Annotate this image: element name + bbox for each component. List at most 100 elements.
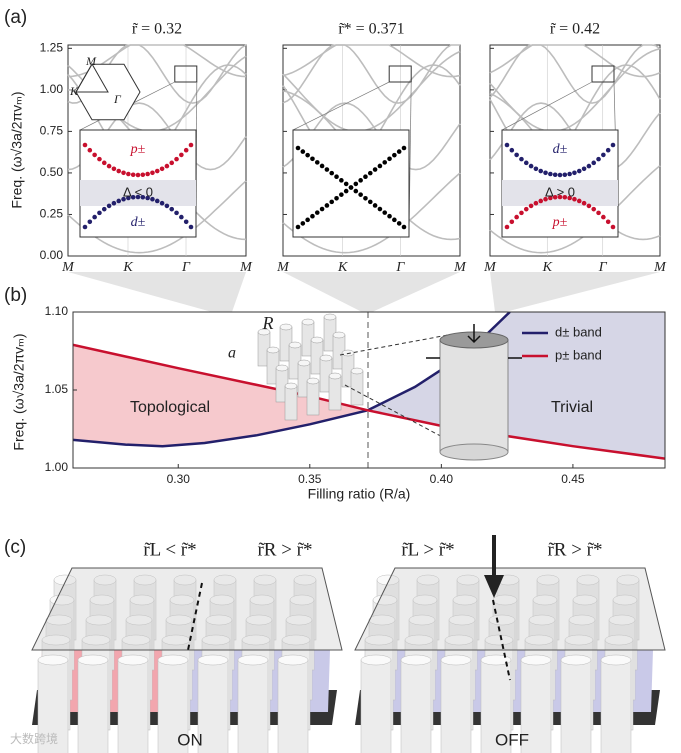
x-tick-label: Γ [598, 260, 608, 275]
inset-dot [126, 171, 131, 177]
pillar-top [306, 377, 320, 385]
bz-path [75, 62, 109, 93]
pillar-top [416, 574, 440, 586]
inset-dot [295, 224, 301, 230]
pillar-top [528, 614, 556, 626]
pillar-top [608, 614, 636, 626]
inset-dot [174, 156, 179, 162]
inset-dot [339, 178, 344, 183]
pillar-top [341, 349, 355, 357]
band-curve [489, 48, 661, 133]
pillar-top [284, 382, 298, 390]
inset-dot [514, 214, 519, 220]
pillar-top [37, 654, 69, 666]
pillar [117, 659, 149, 753]
panel-label: (a) [4, 7, 27, 28]
wedge [283, 272, 460, 312]
pillar-top [576, 574, 600, 586]
x-tick-label: M [61, 260, 75, 275]
pillar-top [301, 318, 315, 326]
panel-label: (b) [4, 285, 27, 306]
inset-dot [514, 152, 519, 158]
inset-dot [300, 149, 306, 154]
inset-label: p± [552, 215, 568, 230]
inset-dot [353, 188, 359, 194]
pillar-top [279, 323, 293, 331]
pillar-top [249, 594, 275, 606]
gap-band [502, 180, 618, 206]
pillar-top [536, 574, 560, 586]
inset-dot [396, 149, 402, 154]
state-label: OFF [495, 730, 529, 749]
pillar-top [237, 654, 269, 666]
inset-label: R [262, 313, 274, 333]
press-arrow [484, 535, 504, 598]
wedge [490, 272, 660, 312]
inset-dot [116, 168, 122, 174]
zoom-line [292, 81, 390, 131]
pillar-top [456, 574, 480, 586]
inset-dot [140, 172, 146, 178]
y-tick-label: 1.05 [45, 382, 69, 396]
inset-dot [601, 214, 606, 220]
inset-dot [126, 195, 131, 201]
inset-dot [387, 213, 392, 219]
inset-dot [135, 172, 141, 178]
pillar-top [400, 654, 432, 666]
inset-dot [324, 167, 330, 172]
pillar-top [604, 634, 634, 646]
inset-dot [164, 163, 170, 169]
inset-dot [548, 171, 553, 177]
condition-label: r̃L > r̃* [401, 539, 454, 560]
inset-dot [314, 210, 320, 215]
inset-dot [401, 145, 407, 151]
inset-dot [392, 217, 397, 223]
inset-dot [562, 172, 568, 178]
zoom-box [591, 65, 615, 83]
inset-dot [581, 166, 587, 172]
band-curve [282, 44, 460, 104]
inset-dot [382, 160, 388, 165]
inset-label: p± [130, 142, 146, 157]
pillar [480, 659, 512, 753]
inset-dot [179, 152, 184, 158]
pillar-top [560, 654, 592, 666]
inset-dot [183, 219, 189, 225]
inset-dot [334, 174, 339, 180]
inset-dot [130, 194, 136, 200]
inset-dot [377, 163, 383, 169]
inset-dot [367, 199, 373, 205]
inset-dot [169, 206, 175, 212]
inset-dot [572, 170, 577, 176]
inset-dot [101, 160, 107, 166]
inset-dot [576, 198, 582, 204]
inset-dot [154, 168, 160, 174]
inset-dot [396, 221, 402, 226]
pillar-top [157, 654, 189, 666]
band-curve [489, 164, 661, 254]
inset-dot [372, 167, 378, 172]
pillar [350, 370, 364, 406]
wedge [68, 272, 246, 312]
pillar-top [532, 594, 558, 606]
pillar-top [275, 364, 289, 372]
pillar-top [285, 614, 313, 626]
inset-dot [121, 170, 126, 176]
inset-dot [557, 194, 563, 200]
x-tick-label: 0.40 [430, 472, 454, 486]
inset-dot [567, 171, 572, 177]
inset-dot [106, 163, 112, 169]
pillar-top [448, 614, 476, 626]
plot-title: r̃* = 0.371 [338, 21, 404, 38]
pillar-top [89, 594, 115, 606]
inset-dot [97, 156, 102, 162]
pillar-top [209, 594, 235, 606]
pillar [237, 659, 269, 753]
inset-dot [576, 168, 582, 174]
inset-dot [610, 224, 616, 230]
inset-dot [324, 203, 330, 208]
inset-dot [334, 195, 339, 201]
inset-label: d± [131, 215, 146, 230]
boundary [187, 582, 203, 651]
series-line [73, 343, 665, 460]
